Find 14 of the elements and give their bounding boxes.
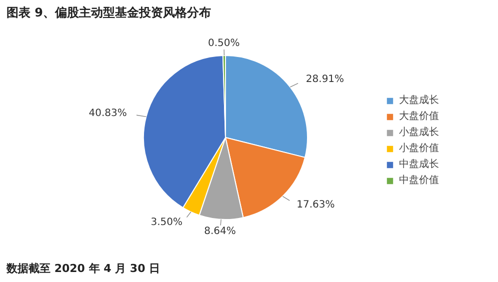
text: 数据截至 2020 年 4 月 30 日 xyxy=(6,262,160,275)
chart-title: 图表 9、偏股主动型基金投资风格分布 xyxy=(6,6,212,20)
data-label: 40.83% xyxy=(88,108,127,120)
legend-label: 大盘价值 xyxy=(399,110,439,123)
data-label: 17.63% xyxy=(296,199,335,210)
data-label: 28.91% xyxy=(306,74,344,86)
legend-label: 大盘成长 xyxy=(399,94,439,107)
data-label: 8.64% xyxy=(204,226,236,237)
legend-label: 中盘成长 xyxy=(399,158,439,171)
legend-label: 中盘价值 xyxy=(399,174,439,187)
legend-label: 小盘价值 xyxy=(399,142,439,155)
data-label: 0.50% xyxy=(208,38,240,50)
data-label: 3.50% xyxy=(150,217,183,228)
legend-label: 小盘成长 xyxy=(399,126,439,139)
